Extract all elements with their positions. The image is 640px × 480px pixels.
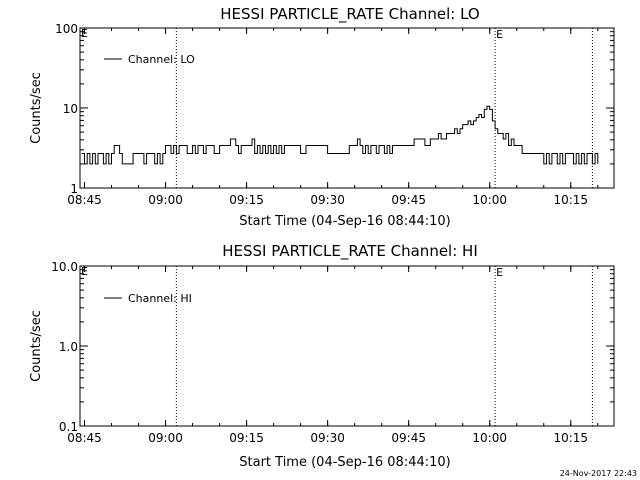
x-tick-label-hi: 09:45: [391, 431, 426, 445]
y-tick-label-lo: 100: [55, 22, 78, 36]
x-tick-label-lo: 09:15: [229, 193, 264, 207]
y-tick-label-hi: 10.0: [51, 260, 78, 274]
y-tick-label-lo: 1: [70, 182, 78, 196]
y-tick-label-hi: 1.0: [59, 340, 78, 354]
event-marker-label-lo: E: [496, 28, 503, 41]
x-axis-label-hi: Start Time (04-Sep-16 08:44:10): [239, 455, 450, 470]
ticks-lo: 08:45 09:00 09:15 09:30 09:45 10:00 10:15 1 10 10…: [55, 22, 614, 207]
markers-lo: E: [175, 28, 593, 188]
chart-title-lo: HESSI PARTICLE_RATE Channel: LO: [220, 5, 479, 24]
x-tick-label-lo: 10:15: [553, 193, 588, 207]
ticks-hi: 08:45 09:00 09:15 09:30 09:45 10:00 10:15 0.1 1.…: [51, 260, 614, 445]
legend-label-lo: Channel: LO: [128, 53, 195, 66]
plot-frame-hi: [79, 265, 615, 427]
x-tick-label-hi: 09:30: [310, 431, 345, 445]
x-tick-label-lo: 10:00: [472, 193, 507, 207]
x-tick-label-hi: 10:00: [472, 431, 507, 445]
y-axis-label-hi: Counts/sec: [29, 310, 44, 382]
y-tick-label-hi: 0.1: [59, 420, 78, 434]
x-tick-label-lo: 09:45: [391, 193, 426, 207]
x-tick-label-lo: 08:45: [67, 193, 102, 207]
panel-hi: HESSI PARTICLE_RATE Channel: HI 08:45 09:…: [29, 242, 615, 470]
x-tick-label-lo: 09:00: [148, 193, 183, 207]
event-marker-label-hi: E: [496, 266, 503, 279]
x-tick-label-hi: 10:15: [553, 431, 588, 445]
corner-label-hi: E: [81, 265, 88, 278]
x-tick-label-lo: 09:30: [310, 193, 345, 207]
series-line-lo: [81, 105, 599, 165]
x-axis-label-lo: Start Time (04-Sep-16 08:44:10): [239, 214, 450, 229]
x-tick-label-hi: 09:00: [148, 431, 183, 445]
markers-hi: E: [175, 266, 593, 426]
footer-timestamp: 24-Nov-2017 22:43: [560, 469, 637, 478]
chart-title-hi: HESSI PARTICLE_RATE Channel: HI: [222, 242, 478, 261]
y-axis-label-lo: Counts/sec: [29, 72, 44, 144]
x-tick-label-hi: 09:15: [229, 431, 264, 445]
y-tick-label-lo: 10: [63, 102, 78, 116]
corner-label-lo: E: [81, 27, 88, 40]
x-tick-label-hi: 08:45: [67, 431, 102, 445]
panel-lo: HESSI PARTICLE_RATE Channel: LO 08:45 09:…: [29, 5, 615, 229]
legend-label-hi: Channel: HI: [128, 292, 192, 305]
